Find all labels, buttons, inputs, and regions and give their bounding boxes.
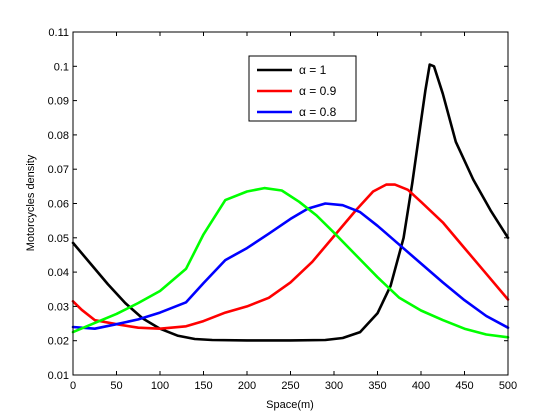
x-tick-label: 100 [151, 380, 169, 392]
series-line-1 [71, 63, 510, 342]
x-tick-label: 500 [499, 380, 517, 392]
series-line-4 [71, 186, 510, 339]
x-tick-label: 50 [110, 380, 122, 392]
plot-frame [72, 31, 509, 376]
x-axis-label: Space(m) [266, 399, 314, 411]
x-tick-label: 350 [368, 380, 386, 392]
x-tick-label: 450 [455, 380, 473, 392]
legend-label-2: α = 0.9 [299, 84, 337, 98]
y-tick-label: 0.11 [48, 27, 69, 39]
x-tick-label: 400 [412, 380, 430, 392]
series-line-2 [71, 183, 510, 330]
y-tick-label: 0.07 [48, 164, 69, 176]
y-tick-label: 0.1 [54, 61, 69, 73]
x-tick-label: 300 [325, 380, 343, 392]
series-line-3 [71, 202, 510, 330]
y-tick-label: 0.03 [48, 301, 69, 313]
legend-label-1: α = 1 [299, 63, 327, 77]
ticks-layer: 0 50 100 150 200 250 300 350 400 450 500 0.01 0.02 0.… [48, 27, 518, 392]
y-tick-label: 0.01 [48, 370, 69, 382]
legend-label-3: α = 0.8 [299, 105, 337, 119]
y-tick-label: 0.09 [48, 96, 69, 108]
legend-box [248, 55, 357, 122]
y-tick-label: 0.04 [48, 267, 69, 279]
y-axis-label: Motorcycles density [25, 154, 37, 251]
x-tick-label: 0 [70, 380, 76, 392]
x-tick-label: 200 [238, 380, 256, 392]
x-tick-label: 150 [194, 380, 212, 392]
x-tick-label: 250 [281, 380, 299, 392]
series-layer [71, 63, 510, 342]
legend: α = 1 α = 0.9 α = 0.8 [248, 55, 357, 122]
y-tick-label: 0.05 [48, 233, 69, 245]
y-tick-label: 0.02 [48, 336, 69, 348]
y-tick-label: 0.06 [48, 199, 69, 211]
y-tick-label: 0.08 [48, 130, 69, 142]
